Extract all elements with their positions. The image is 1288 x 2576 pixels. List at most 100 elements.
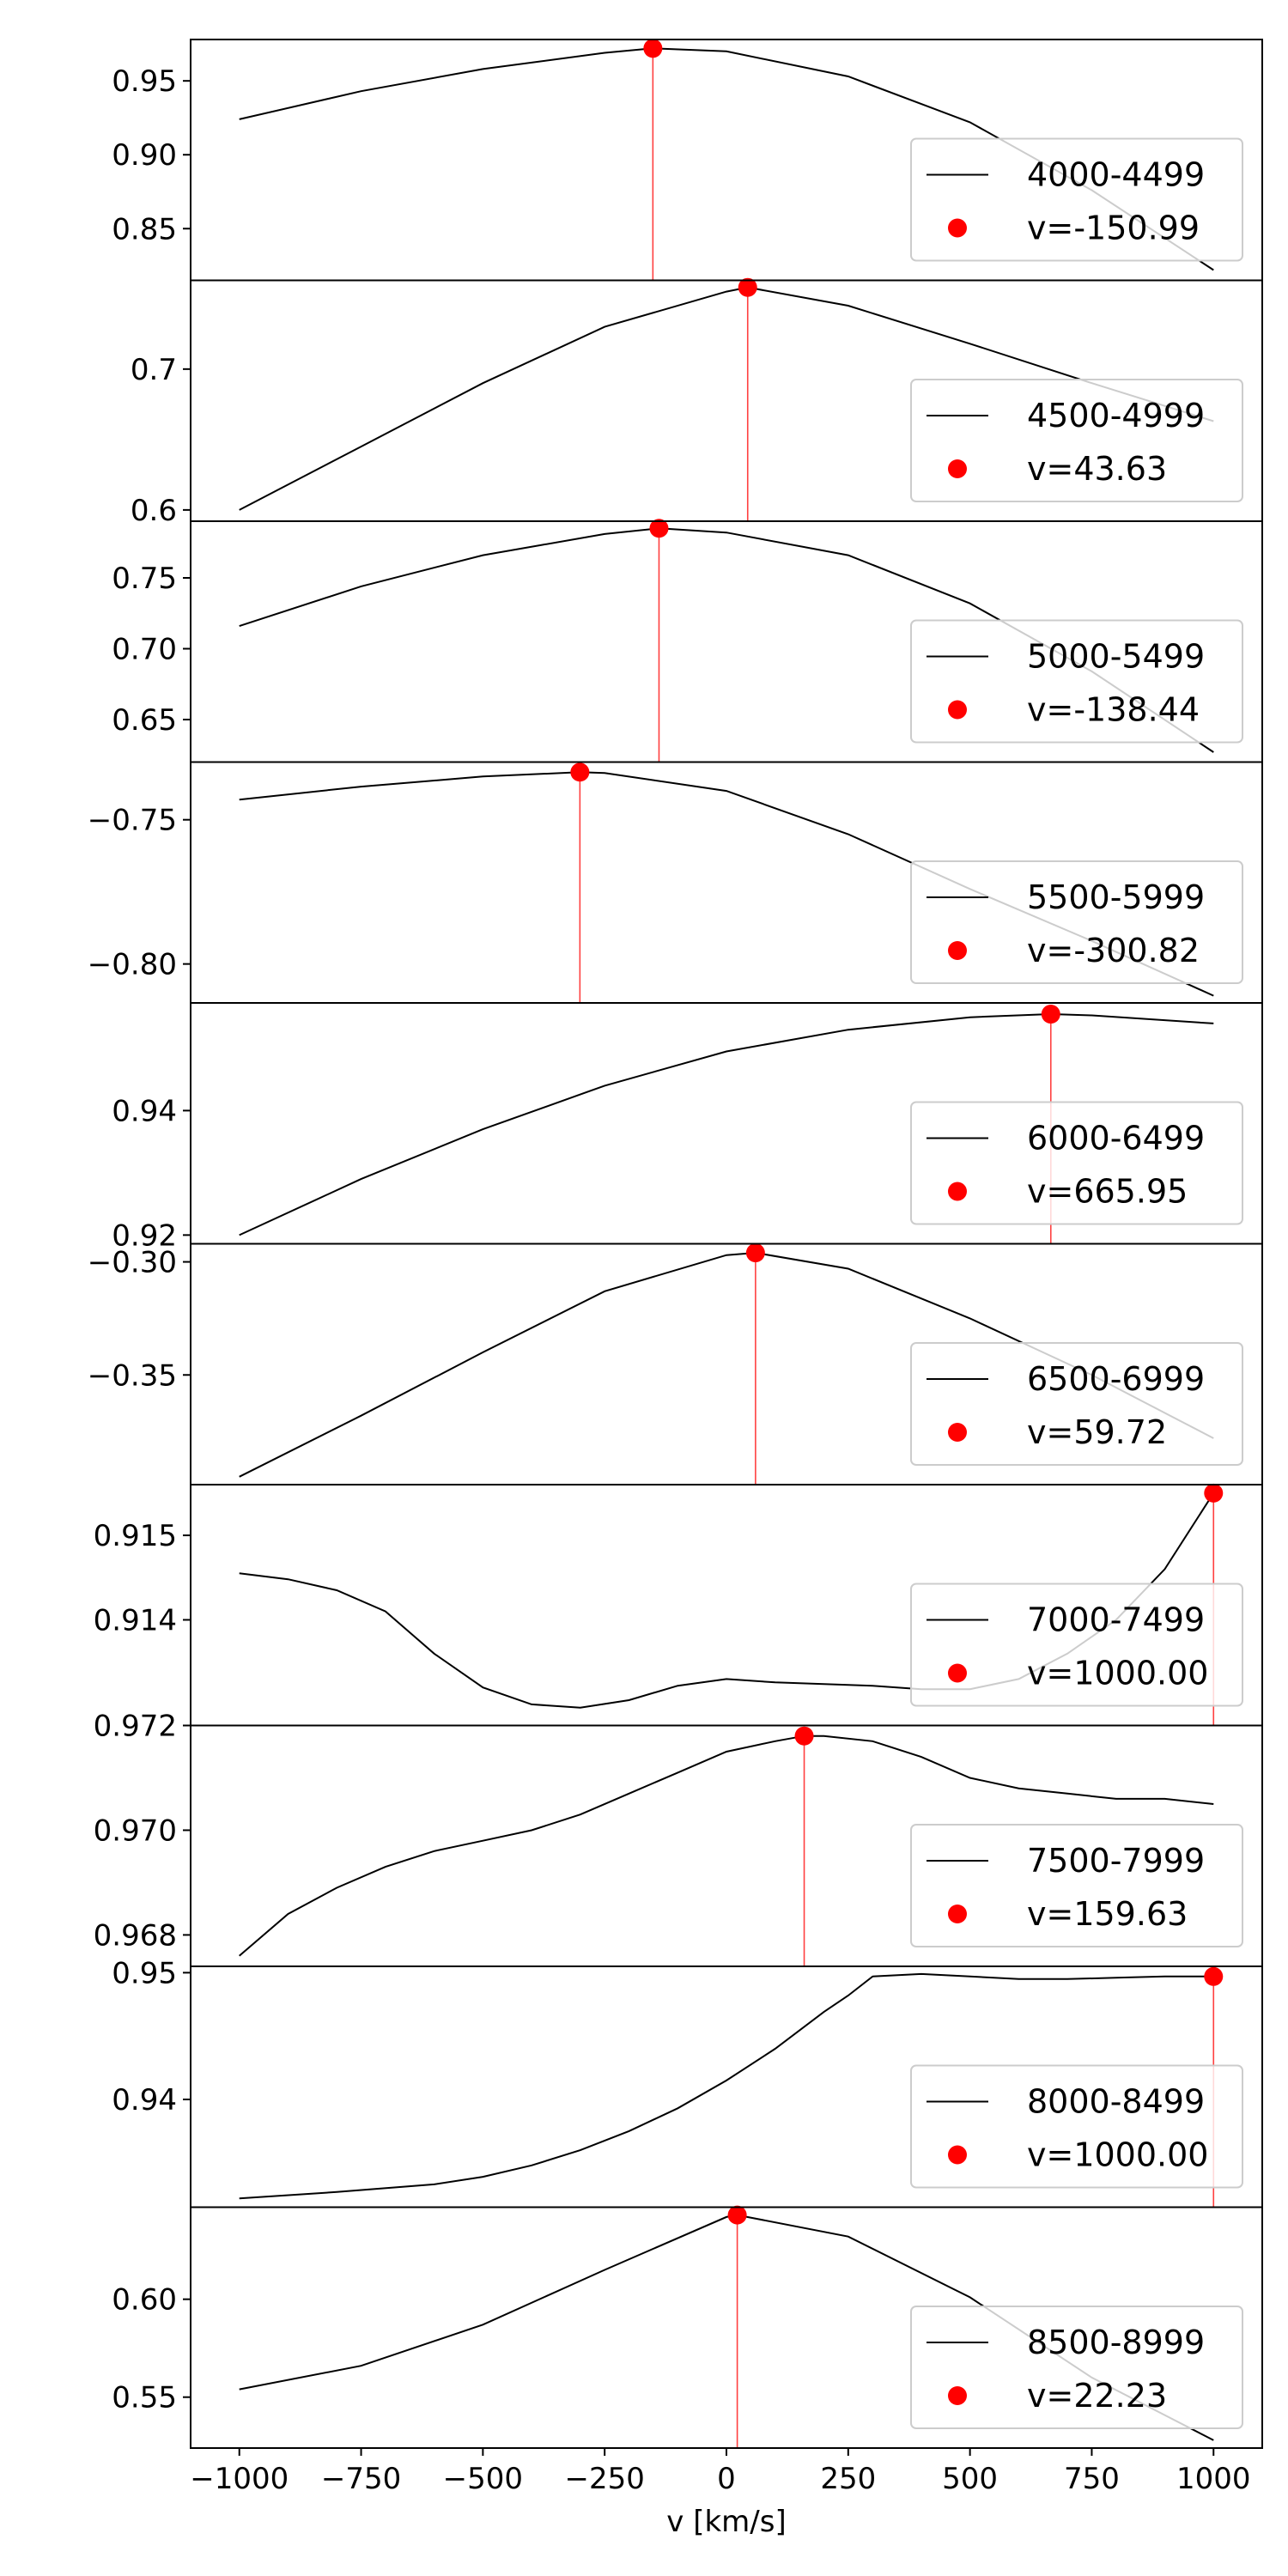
legend-series-label: 4000-4499 bbox=[1027, 156, 1205, 194]
legend-marker-swatch bbox=[948, 1182, 967, 1201]
legend-marker-swatch bbox=[948, 459, 967, 478]
panel-8000-8499: 0.94 0.95 8000-8499 v=1000.00 bbox=[112, 1956, 1263, 2208]
panel-4500-4999: 0.6 0.7 4500-4999 v=43.63 bbox=[131, 277, 1263, 528]
y-tick-label: 0.914 bbox=[94, 1603, 177, 1637]
panel-4000-4499: 0.85 0.90 0.95 4000-4499 v=-150.99 bbox=[112, 39, 1263, 282]
y-tick-label: 0.95 bbox=[112, 64, 177, 99]
legend-box bbox=[910, 379, 1243, 502]
x-axis: −1000 −750 −500 −250 0 250 500 750 1000 bbox=[190, 2448, 1251, 2496]
legend-peak-label: v=1000.00 bbox=[1027, 1655, 1208, 1692]
legend-marker-swatch bbox=[948, 1905, 967, 1923]
legend-box bbox=[910, 1101, 1243, 1225]
y-tick-label: −0.30 bbox=[88, 1246, 177, 1280]
legend-peak-label: v=159.63 bbox=[1027, 1895, 1188, 1933]
x-tick-label: −250 bbox=[564, 2462, 644, 2496]
peak-marker-8500-8999 bbox=[727, 2205, 747, 2225]
panel-5000-5499: 0.65 0.70 0.75 5000-5499 v=-138.44 bbox=[112, 519, 1263, 763]
legend-peak-label: v=59.72 bbox=[1027, 1413, 1167, 1451]
y-tick-label: 0.60 bbox=[112, 2283, 177, 2318]
x-tick-label: 750 bbox=[1064, 2462, 1120, 2496]
legend-series-label: 6000-6499 bbox=[1027, 1120, 1205, 1157]
legend-series-label: 8500-8999 bbox=[1027, 2324, 1205, 2361]
x-tick-label: 250 bbox=[820, 2462, 876, 2496]
panel-8500-8999: 0.55 0.60 8500-8999 v=22.23 bbox=[112, 2205, 1263, 2449]
y-tick-label: −0.35 bbox=[88, 1358, 177, 1393]
legend-box bbox=[910, 1583, 1243, 1707]
y-tick-label: 0.75 bbox=[112, 562, 177, 596]
legend-series-label: 6500-6999 bbox=[1027, 1360, 1205, 1398]
x-tick-label: 500 bbox=[942, 2462, 998, 2496]
y-tick-label: 0.968 bbox=[94, 1918, 177, 1953]
legend-box bbox=[910, 2064, 1243, 2189]
legend-series-label: 5500-5999 bbox=[1027, 878, 1205, 916]
x-tick-label: −500 bbox=[443, 2462, 523, 2496]
y-tick-label: 0.92 bbox=[112, 1218, 177, 1253]
panel-6500-6999: −0.35 −0.30 6500-6999 v=59.72 bbox=[88, 1242, 1263, 1485]
legend-series-label: 5000-5499 bbox=[1027, 638, 1205, 676]
y-tick-label: 0.94 bbox=[112, 2083, 177, 2117]
peak-marker-6500-6999 bbox=[745, 1243, 765, 1263]
series-line-8000-8499 bbox=[239, 1972, 1214, 2200]
y-tick-label: 0.55 bbox=[112, 2381, 177, 2415]
panel-7500-7999: 0.968 0.970 0.972 7500-7999 v=159.63 bbox=[94, 1710, 1263, 1967]
legend-peak-label: v=-150.99 bbox=[1027, 210, 1200, 247]
legend-peak-label: v=1000.00 bbox=[1027, 2136, 1208, 2174]
series-line-6000-6499 bbox=[239, 1012, 1214, 1236]
legend-marker-swatch bbox=[948, 1663, 967, 1683]
legend-series-label: 8000-8499 bbox=[1027, 2083, 1205, 2121]
y-tick-label: 0.94 bbox=[112, 1094, 177, 1128]
y-tick-label: 0.70 bbox=[112, 633, 177, 667]
y-tick-label: 0.95 bbox=[112, 1956, 177, 1990]
legend-peak-label: v=43.63 bbox=[1027, 450, 1167, 488]
legend-marker-swatch bbox=[948, 941, 967, 960]
legend-series-label: 7500-7999 bbox=[1027, 1842, 1205, 1880]
series-line-7500-7999 bbox=[239, 1735, 1214, 1957]
x-tick-label: 0 bbox=[717, 2462, 736, 2496]
legend-series-label: 7000-7499 bbox=[1027, 1601, 1205, 1639]
legend-marker-swatch bbox=[948, 1423, 967, 1442]
peak-marker-7000-7499 bbox=[1204, 1483, 1224, 1503]
y-tick-label: −0.80 bbox=[88, 948, 177, 982]
peak-marker-4500-4999 bbox=[738, 277, 757, 297]
y-tick-label: 0.915 bbox=[94, 1519, 177, 1553]
x-tick-label: −750 bbox=[321, 2462, 401, 2496]
legend-box bbox=[910, 860, 1243, 984]
legend-box bbox=[910, 1824, 1243, 1947]
x-tick-label: −1000 bbox=[190, 2462, 289, 2496]
panel-5500-5999: −0.80 −0.75 5500-5999 v=-300.82 bbox=[88, 761, 1263, 1004]
peak-marker-6000-6499 bbox=[1041, 1005, 1060, 1024]
legend-peak-label: v=-138.44 bbox=[1027, 691, 1200, 729]
y-tick-label: 0.7 bbox=[131, 353, 177, 387]
y-tick-label: 0.90 bbox=[112, 138, 177, 173]
panel-7000-7499: 0.914 0.915 7000-7499 v=1000.00 bbox=[94, 1483, 1263, 1727]
legend-peak-label: v=-300.82 bbox=[1027, 932, 1200, 969]
legend-box bbox=[910, 619, 1243, 744]
x-axis-label: v [km/s] bbox=[666, 2505, 786, 2539]
series-line-4500-4999 bbox=[239, 286, 1214, 511]
legend-peak-label: v=665.95 bbox=[1027, 1173, 1188, 1211]
legend-marker-swatch bbox=[948, 218, 967, 238]
legend-marker-swatch bbox=[948, 2386, 967, 2405]
legend-series-label: 4500-4999 bbox=[1027, 397, 1205, 434]
panels-group: 0.85 0.90 0.95 4000-4499 v=-150.99 0.6 0.7 4500… bbox=[88, 39, 1263, 2449]
y-tick-label: 0.85 bbox=[112, 212, 177, 246]
legend-peak-label: v=22.23 bbox=[1027, 2377, 1167, 2415]
y-tick-label: 0.970 bbox=[94, 1814, 177, 1848]
legend-box bbox=[910, 2306, 1243, 2429]
legend-box bbox=[910, 1342, 1243, 1466]
panel-6000-6499: 0.92 0.94 6000-6499 v=665.95 bbox=[112, 1002, 1263, 1253]
y-tick-label: −0.75 bbox=[88, 804, 177, 838]
x-tick-label: 1000 bbox=[1176, 2462, 1251, 2496]
peak-marker-5000-5499 bbox=[649, 519, 669, 538]
peak-marker-7500-7999 bbox=[794, 1726, 814, 1746]
peak-marker-5500-5999 bbox=[570, 762, 590, 782]
legend-marker-swatch bbox=[948, 700, 967, 720]
y-tick-label: 0.65 bbox=[112, 703, 177, 738]
y-tick-label: 0.972 bbox=[94, 1710, 177, 1744]
legend-box bbox=[910, 137, 1243, 262]
y-tick-label: 0.6 bbox=[131, 494, 177, 528]
peak-marker-8000-8499 bbox=[1204, 1966, 1224, 1986]
peak-marker-4000-4499 bbox=[643, 39, 663, 58]
legend-marker-swatch bbox=[948, 2145, 967, 2165]
